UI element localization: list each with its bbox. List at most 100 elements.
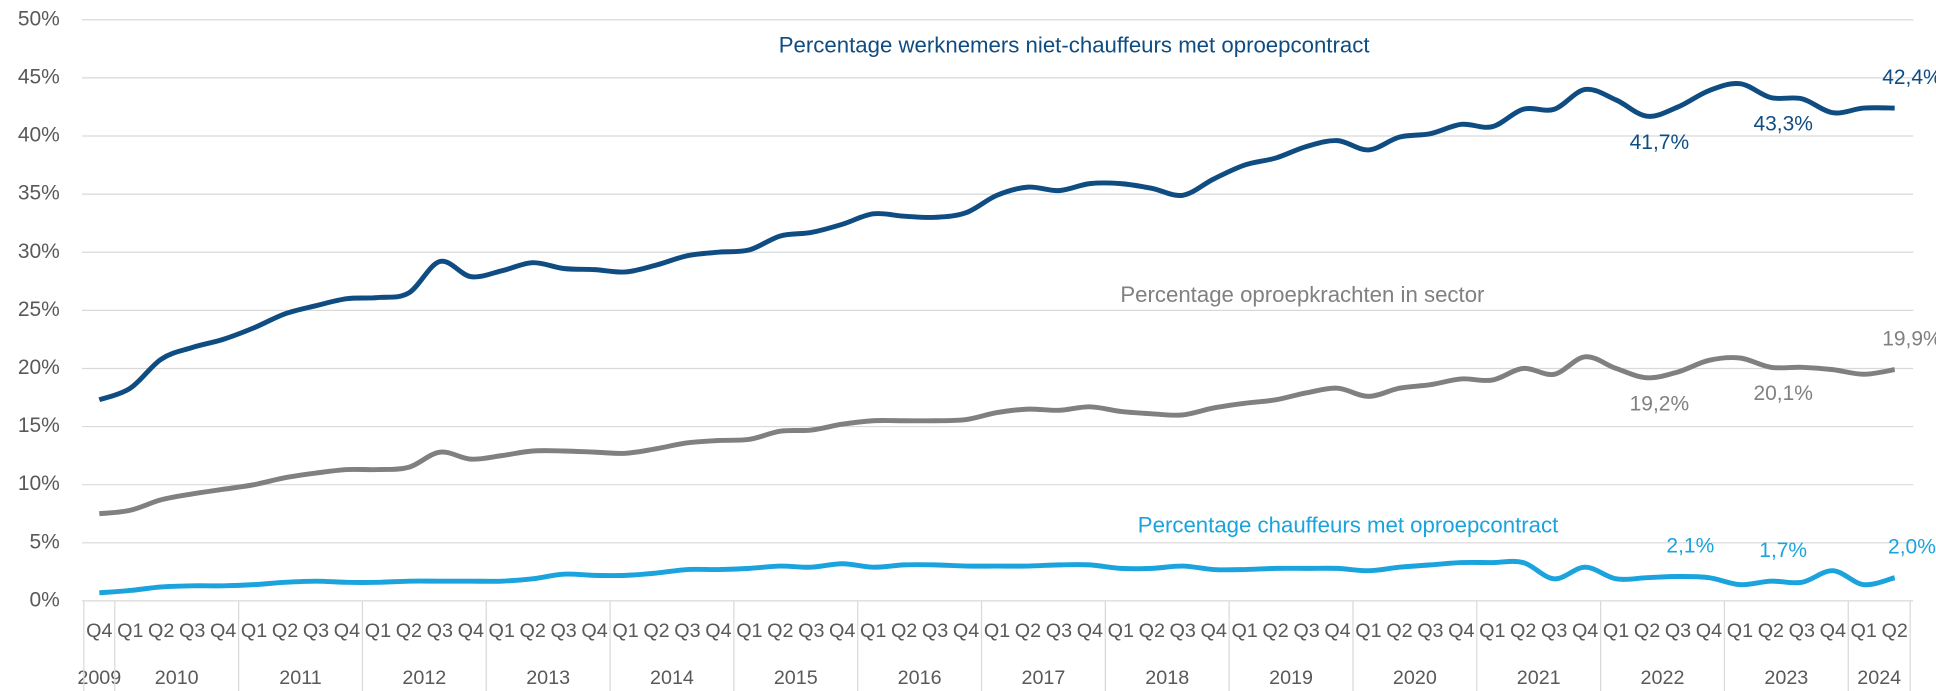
x-tick-label: Q1 — [1603, 620, 1629, 642]
x-tick-label: Q3 — [1417, 620, 1443, 642]
x-tick-label: Q4 — [1820, 620, 1846, 642]
x-tick-label: Q1 — [117, 620, 143, 642]
data-label: 2,1% — [1666, 534, 1714, 557]
x-tick-label: Q2 — [1882, 620, 1908, 642]
x-group-label: 2022 — [1641, 667, 1685, 689]
x-tick-label: Q2 — [1510, 620, 1536, 642]
x-tick-label: Q4 — [1201, 620, 1227, 642]
x-tick-label: Q2 — [643, 620, 669, 642]
y-tick-label: 50% — [18, 7, 60, 30]
x-tick-label: Q4 — [581, 620, 607, 642]
x-tick-label: Q1 — [1727, 620, 1753, 642]
y-tick-label: 20% — [18, 356, 60, 379]
x-group-label: 2011 — [279, 667, 321, 689]
x-tick-label: Q4 — [210, 620, 236, 642]
x-group-label: 2020 — [1393, 667, 1437, 689]
x-tick-label: Q3 — [1170, 620, 1196, 642]
x-tick-label: Q2 — [396, 620, 422, 642]
data-label: 43,3% — [1753, 112, 1812, 135]
x-tick-label: Q4 — [705, 620, 731, 642]
data-label: 19,9% — [1882, 328, 1936, 351]
x-tick-label: Q2 — [1386, 620, 1412, 642]
x-tick-label: Q4 — [953, 620, 979, 642]
x-tick-label: Q2 — [1262, 620, 1288, 642]
x-tick-label: Q3 — [1789, 620, 1815, 642]
series-name: Percentage oproepkrachten in sector — [1120, 282, 1485, 307]
x-tick-label: Q1 — [1231, 620, 1257, 642]
x-group-label: 2014 — [650, 667, 694, 689]
x-tick-label: Q1 — [241, 620, 267, 642]
x-tick-label: Q2 — [1015, 620, 1041, 642]
x-tick-label: Q1 — [1108, 620, 1134, 642]
y-tick-label: 25% — [18, 298, 60, 321]
x-group-label: 2013 — [526, 667, 570, 689]
series-line — [99, 354, 1896, 517]
x-tick-label: Q2 — [520, 620, 546, 642]
y-tick-label: 35% — [18, 182, 60, 205]
series-name: Percentage werknemers niet-chauffeurs me… — [779, 33, 1370, 58]
x-tick-label: Q1 — [612, 620, 638, 642]
x-tick-label: Q3 — [427, 620, 453, 642]
x-tick-label: Q3 — [1665, 620, 1691, 642]
x-tick-label: Q2 — [1139, 620, 1165, 642]
x-tick-label: Q3 — [179, 620, 205, 642]
x-tick-label: Q1 — [1851, 620, 1877, 642]
x-group-label: 2015 — [774, 667, 818, 689]
x-group-label: 2010 — [155, 667, 199, 689]
x-group-label: 2023 — [1764, 667, 1808, 689]
x-tick-label: Q4 — [1572, 620, 1598, 642]
x-tick-label: Q3 — [674, 620, 700, 642]
x-tick-label: Q4 — [1324, 620, 1350, 642]
x-group-label: 2019 — [1269, 667, 1313, 689]
x-group-label: 2017 — [1021, 667, 1065, 689]
y-tick-label: 0% — [30, 588, 60, 611]
x-tick-label: Q3 — [303, 620, 329, 642]
series-line — [98, 81, 1895, 403]
series-line — [99, 558, 1896, 596]
x-tick-label: Q3 — [550, 620, 576, 642]
x-tick-label: Q1 — [1355, 620, 1381, 642]
x-tick-label: Q4 — [458, 620, 484, 642]
x-tick-label: Q4 — [1448, 620, 1474, 642]
x-tick-label: Q3 — [1293, 620, 1319, 642]
x-tick-label: Q1 — [736, 620, 762, 642]
x-tick-label: Q2 — [1758, 620, 1784, 642]
x-tick-label: Q4 — [829, 620, 855, 642]
x-tick-label: Q2 — [767, 620, 793, 642]
data-label: 2,0% — [1888, 536, 1936, 559]
x-tick-label: Q4 — [86, 620, 112, 642]
x-tick-label: Q4 — [334, 620, 360, 642]
x-tick-label: Q4 — [1077, 620, 1103, 642]
x-tick-label: Q2 — [148, 620, 174, 642]
data-label: 19,2% — [1630, 392, 1689, 415]
x-tick-label: Q4 — [1696, 620, 1722, 642]
data-label: 1,7% — [1759, 539, 1807, 562]
x-tick-label: Q1 — [489, 620, 515, 642]
x-group-label: 2024 — [1857, 667, 1901, 689]
data-label: 20,1% — [1753, 382, 1812, 405]
y-tick-label: 15% — [18, 414, 60, 437]
series-name: Percentage chauffeurs met oproepcontract — [1138, 513, 1558, 538]
x-group-label: 2021 — [1517, 667, 1561, 689]
x-group-label: 2018 — [1145, 667, 1189, 689]
x-tick-label: Q3 — [798, 620, 824, 642]
x-tick-label: Q1 — [984, 620, 1010, 642]
x-tick-label: Q2 — [891, 620, 917, 642]
x-tick-label: Q1 — [365, 620, 391, 642]
x-tick-label: Q3 — [1046, 620, 1072, 642]
y-tick-label: 30% — [18, 240, 60, 263]
x-tick-label: Q1 — [1479, 620, 1505, 642]
data-label: 42,4% — [1882, 66, 1936, 89]
x-group-label: 2016 — [898, 667, 942, 689]
x-group-label: 2009 — [77, 667, 121, 689]
x-group-label: 2012 — [402, 667, 446, 689]
y-tick-label: 5% — [30, 530, 60, 553]
x-tick-label: Q3 — [1541, 620, 1567, 642]
y-tick-label: 40% — [18, 124, 60, 147]
y-tick-label: 45% — [18, 65, 60, 88]
y-tick-label: 10% — [18, 472, 60, 495]
x-tick-label: Q2 — [1634, 620, 1660, 642]
x-tick-label: Q3 — [922, 620, 948, 642]
x-tick-label: Q2 — [272, 620, 298, 642]
